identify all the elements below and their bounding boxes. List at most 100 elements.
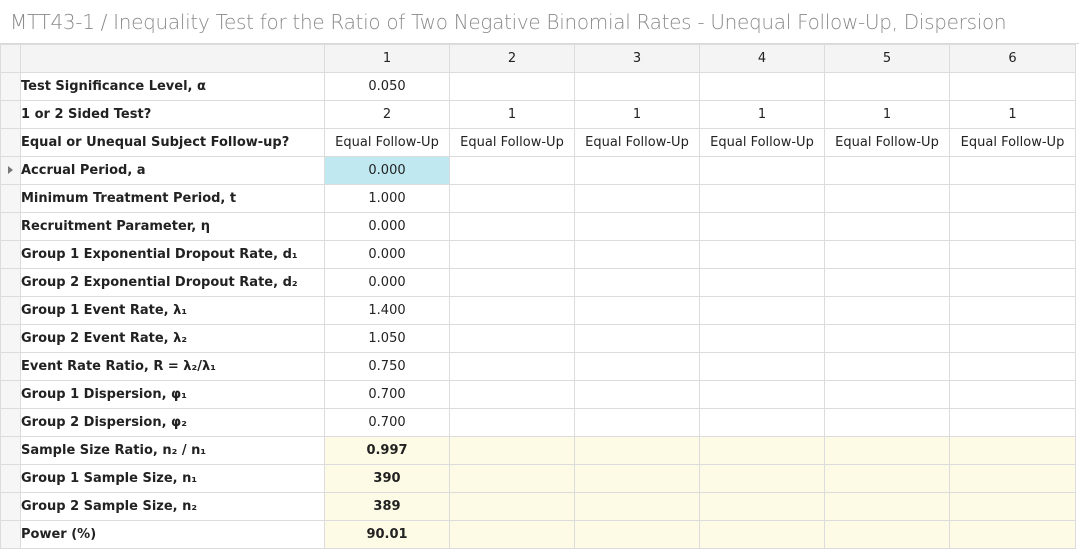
grid-cell[interactable] <box>824 492 950 521</box>
grid-cell[interactable]: 0.700 <box>324 380 450 409</box>
grid-cell[interactable]: 390 <box>324 464 450 493</box>
grid-cell[interactable] <box>824 464 950 493</box>
row-marker[interactable] <box>0 212 21 241</box>
grid-cell[interactable]: Equal Follow-Up <box>824 128 950 157</box>
grid-cell[interactable]: 0.700 <box>324 408 450 437</box>
grid-cell[interactable] <box>824 324 950 353</box>
grid-cell[interactable]: 1 <box>449 100 575 129</box>
grid-cell[interactable] <box>949 212 1076 241</box>
grid-cell[interactable] <box>449 156 575 185</box>
grid-cell[interactable] <box>699 380 825 409</box>
grid-cell[interactable]: 1.400 <box>324 296 450 325</box>
grid-cell[interactable]: 1 <box>699 100 825 129</box>
row-marker[interactable] <box>0 464 21 493</box>
grid-cell[interactable] <box>699 436 825 465</box>
row-marker[interactable] <box>0 352 21 381</box>
grid-cell[interactable]: 0.000 <box>324 156 450 185</box>
grid-cell[interactable] <box>449 352 575 381</box>
grid-cell[interactable] <box>574 240 700 269</box>
grid-cell[interactable]: 90.01 <box>324 520 450 549</box>
grid-cell[interactable] <box>949 492 1076 521</box>
grid-cell[interactable] <box>949 352 1076 381</box>
grid-cell[interactable] <box>699 324 825 353</box>
grid-cell[interactable] <box>824 408 950 437</box>
grid-cell[interactable]: 0.997 <box>324 436 450 465</box>
row-marker[interactable] <box>0 72 21 101</box>
grid-cell[interactable] <box>449 72 575 101</box>
grid-cell[interactable]: Equal Follow-Up <box>324 128 450 157</box>
grid-cell[interactable] <box>824 184 950 213</box>
grid-cell[interactable] <box>949 464 1076 493</box>
grid-cell[interactable] <box>699 156 825 185</box>
grid-cell[interactable] <box>949 324 1076 353</box>
grid-cell[interactable]: Equal Follow-Up <box>449 128 575 157</box>
column-header-1[interactable]: 1 <box>324 44 450 73</box>
grid-cell[interactable]: 0.000 <box>324 212 450 241</box>
grid-cell[interactable] <box>824 156 950 185</box>
grid-cell[interactable] <box>574 296 700 325</box>
grid-cell[interactable] <box>574 184 700 213</box>
row-marker[interactable] <box>0 240 21 269</box>
grid-cell[interactable] <box>949 436 1076 465</box>
column-header-2[interactable]: 2 <box>449 44 575 73</box>
grid-cell[interactable] <box>574 72 700 101</box>
grid-cell[interactable] <box>824 520 950 549</box>
grid-cell[interactable] <box>699 296 825 325</box>
grid-cell[interactable] <box>449 212 575 241</box>
grid-cell[interactable]: Equal Follow-Up <box>699 128 825 157</box>
row-marker[interactable] <box>0 296 21 325</box>
row-marker[interactable] <box>0 128 21 157</box>
grid-cell[interactable] <box>824 296 950 325</box>
column-header-4[interactable]: 4 <box>699 44 825 73</box>
grid-cell[interactable] <box>949 184 1076 213</box>
grid-cell[interactable] <box>449 520 575 549</box>
grid-cell[interactable] <box>449 464 575 493</box>
grid-cell[interactable] <box>949 72 1076 101</box>
grid-cell[interactable]: 2 <box>324 100 450 129</box>
grid-cell[interactable] <box>574 492 700 521</box>
row-marker[interactable] <box>0 100 21 129</box>
grid-cell[interactable] <box>574 212 700 241</box>
grid-cell[interactable] <box>699 492 825 521</box>
grid-cell[interactable]: 1 <box>824 100 950 129</box>
row-marker[interactable] <box>0 184 21 213</box>
grid-cell[interactable]: 1.000 <box>324 184 450 213</box>
grid-cell[interactable]: 0.050 <box>324 72 450 101</box>
grid-cell[interactable] <box>574 408 700 437</box>
row-marker[interactable] <box>0 324 21 353</box>
grid-cell[interactable] <box>824 212 950 241</box>
grid-cell[interactable]: Equal Follow-Up <box>949 128 1076 157</box>
grid-cell[interactable]: 1 <box>949 100 1076 129</box>
grid-cell[interactable] <box>824 240 950 269</box>
grid-cell[interactable] <box>574 380 700 409</box>
grid-cell[interactable] <box>699 268 825 297</box>
grid-cell[interactable] <box>449 324 575 353</box>
grid-cell[interactable] <box>574 520 700 549</box>
grid-cell[interactable]: 389 <box>324 492 450 521</box>
grid-cell[interactable] <box>449 296 575 325</box>
row-marker[interactable] <box>0 156 21 185</box>
grid-cell[interactable] <box>449 240 575 269</box>
grid-cell[interactable] <box>699 408 825 437</box>
grid-cell[interactable] <box>574 352 700 381</box>
column-header-3[interactable]: 3 <box>574 44 700 73</box>
grid-cell[interactable] <box>574 464 700 493</box>
grid-cell[interactable] <box>824 436 950 465</box>
row-marker[interactable] <box>0 492 21 521</box>
grid-cell[interactable] <box>824 380 950 409</box>
column-header-6[interactable]: 6 <box>949 44 1076 73</box>
grid-cell[interactable]: Equal Follow-Up <box>574 128 700 157</box>
grid-cell[interactable] <box>949 408 1076 437</box>
grid-cell[interactable] <box>824 268 950 297</box>
grid-cell[interactable] <box>699 212 825 241</box>
grid-cell[interactable]: 1 <box>574 100 700 129</box>
grid-cell[interactable] <box>699 184 825 213</box>
column-header-5[interactable]: 5 <box>824 44 950 73</box>
grid-cell[interactable] <box>449 492 575 521</box>
grid-cell[interactable] <box>449 408 575 437</box>
grid-cell[interactable]: 0.750 <box>324 352 450 381</box>
grid-cell[interactable] <box>574 156 700 185</box>
row-marker[interactable] <box>0 408 21 437</box>
row-marker[interactable] <box>0 268 21 297</box>
grid-cell[interactable] <box>699 72 825 101</box>
